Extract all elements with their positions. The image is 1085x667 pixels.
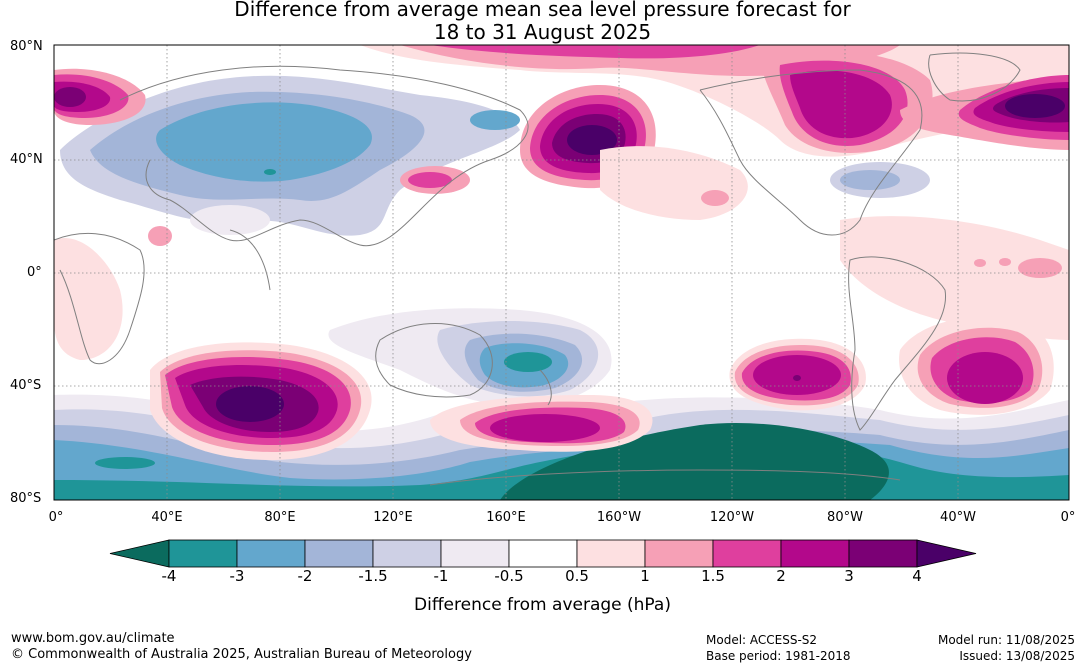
lon-label-40e: 40°E: [151, 510, 183, 525]
lon-label-80e: 80°E: [264, 510, 296, 525]
lat-label-80s: 80°S: [10, 491, 42, 506]
colorbar-swatch: [236, 539, 306, 568]
colorbar-title: Difference from average (hPa): [414, 595, 671, 615]
colorbar-swatch: [848, 539, 918, 568]
coastline-india: [229, 229, 271, 291]
colorbar-tick-label: -4: [161, 567, 177, 585]
footer-model: Model: ACCESS-S2: [706, 633, 818, 647]
lon-label-120e: 120°E: [373, 510, 413, 525]
coastline-north-america: [699, 69, 923, 236]
colorbar-tick-label: 4: [912, 567, 922, 585]
colorbar-arrow-high: [916, 539, 977, 568]
map-title-line1: Difference from average mean sea level p…: [234, 0, 851, 21]
map-frame: [53, 44, 1070, 501]
coastline-antarctica: [429, 469, 901, 486]
coastline-africa: [54, 232, 145, 365]
colorbar-swatch: [440, 539, 510, 568]
lon-label-80w: 80°W: [827, 510, 863, 525]
footer-copyright: © Commonwealth of Australia 2025, Austra…: [11, 647, 472, 662]
colorbar-swatch: [372, 539, 442, 568]
lat-label-40s: 40°S: [10, 378, 42, 393]
lon-label-120w: 120°W: [709, 510, 755, 525]
lon-label-160w: 160°W: [596, 510, 642, 525]
coastline-greenland: [928, 52, 1021, 102]
colorbar-tick-label: 1.5: [701, 567, 725, 585]
lon-label-160e: 160°E: [486, 510, 526, 525]
colorbar-tick-label: 1: [640, 567, 650, 585]
colorbar-swatch: [644, 539, 714, 568]
colorbar-tick-label: -1: [433, 567, 449, 585]
lon-label-0-right: 0°: [1060, 510, 1076, 525]
colorbar-tick-label: 2: [776, 567, 786, 585]
lat-label-0: 0°: [27, 265, 42, 280]
lat-label-80n: 80°N: [10, 39, 43, 54]
lon-label-40w: 40°W: [940, 510, 976, 525]
coastline-australia: [375, 323, 493, 398]
coastline-eurasia: [119, 65, 529, 247]
coastline-south-america: [848, 256, 947, 431]
colorbar-tick-label: 0.5: [565, 567, 589, 585]
footer-model-run: Model run: 11/08/2025: [937, 633, 1075, 647]
map-title-line2: 18 to 31 August 2025: [433, 20, 652, 44]
coastline-new-zealand: [539, 369, 552, 406]
footer-base-period: Base period: 1981-2018: [706, 649, 851, 663]
colorbar-tick-label: -2: [297, 567, 313, 585]
colorbar-arrow-low: [109, 539, 170, 568]
colorbar-tick-label: -0.5: [494, 567, 524, 585]
colorbar-swatch: [576, 539, 646, 568]
colorbar-swatch: [168, 539, 238, 568]
colorbar-swatch: [780, 539, 850, 568]
footer-issued: Issued: 13/08/2025: [959, 649, 1075, 663]
lon-label-0-left: 0°: [48, 510, 64, 525]
colorbar-swatch: [712, 539, 782, 568]
colorbar-tick-label: -1.5: [358, 567, 388, 585]
colorbar-tick-label: 3: [844, 567, 854, 585]
antarctic-strong-negative: [500, 422, 889, 500]
footer-website: www.bom.gov.au/climate: [11, 631, 175, 646]
lat-label-40n: 40°N: [10, 152, 43, 167]
colorbar-swatch: [508, 539, 578, 568]
colorbar-tick-label: -3: [229, 567, 245, 585]
colorbar-swatch: [304, 539, 374, 568]
